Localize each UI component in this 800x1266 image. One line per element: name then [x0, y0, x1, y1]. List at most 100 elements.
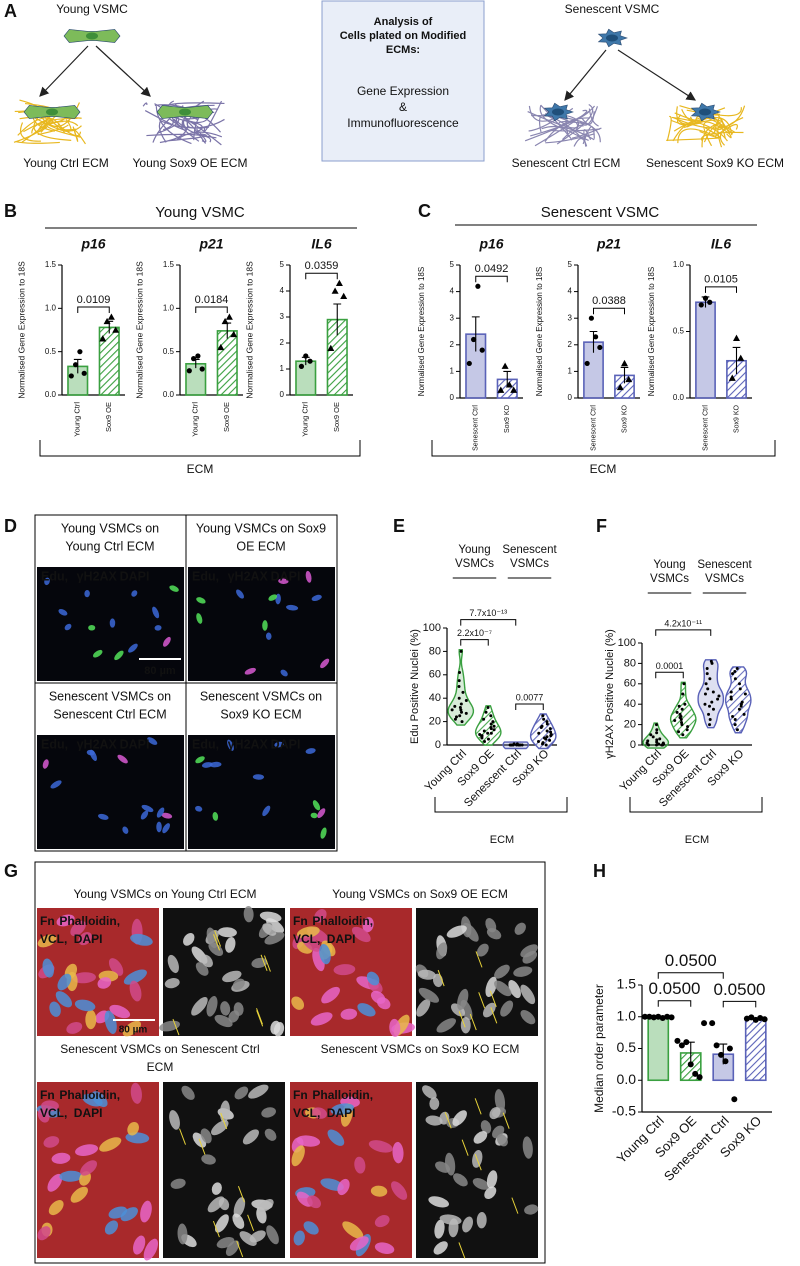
cell-stain	[42, 759, 49, 769]
data-point	[680, 723, 684, 727]
panel-letter: F	[596, 516, 607, 536]
y-tick-label: 20	[624, 719, 636, 731]
data-point	[733, 670, 737, 674]
data-point	[331, 287, 339, 294]
cell-stain	[482, 1002, 496, 1018]
cell-stain	[270, 1020, 281, 1035]
cell-stain	[201, 1154, 216, 1165]
cell-stain	[252, 774, 265, 780]
cell-stain	[293, 1230, 305, 1246]
x-tick-label: Senescent Ctrl	[473, 405, 480, 451]
stain-label: Edu,	[41, 737, 68, 751]
stain-label: Phalloidin,	[59, 914, 120, 928]
data-point	[492, 724, 496, 728]
data-point	[492, 728, 496, 732]
cell-stain	[47, 1173, 63, 1192]
significance-bracket	[515, 703, 544, 710]
image-label: Senescent Ctrl ECM	[53, 707, 166, 721]
cell-stain	[473, 1131, 488, 1144]
cell-stain	[212, 811, 219, 821]
data-point	[678, 1042, 685, 1049]
violin	[697, 659, 725, 729]
data-point	[655, 728, 659, 732]
x-tick-label: Young Ctrl	[614, 1113, 667, 1166]
data-point	[679, 718, 683, 721]
data-point	[733, 677, 737, 681]
cell-stain	[305, 748, 316, 754]
data-point	[77, 349, 83, 355]
cell-stain	[140, 1200, 152, 1223]
micrograph	[37, 735, 184, 849]
cell-stain	[123, 969, 147, 985]
cell-stain	[141, 804, 154, 813]
significance-bracket	[77, 306, 110, 313]
group-label: Senescent	[502, 544, 557, 556]
orientation-line	[198, 1138, 206, 1155]
cell-stain	[82, 1093, 103, 1107]
y-tick-label: 0.5	[673, 327, 685, 336]
ecm-fiber	[686, 116, 733, 136]
data-point	[107, 313, 115, 320]
cell-stain	[181, 1085, 195, 1100]
cell-stain	[196, 613, 203, 624]
data-point	[729, 697, 733, 701]
cell-stain	[321, 986, 340, 1004]
cell-stain	[303, 1221, 319, 1235]
data-point	[703, 702, 707, 706]
cell-stain	[258, 1199, 274, 1212]
data-point	[616, 383, 624, 391]
panel-letter: G	[4, 861, 18, 881]
box-title: Cells plated on Modified	[340, 30, 467, 42]
data-point	[647, 743, 651, 747]
data-point	[453, 704, 457, 708]
significance-bracket	[195, 306, 228, 313]
data-point	[742, 712, 746, 716]
data-point	[683, 702, 687, 706]
orientation-line	[220, 1112, 228, 1130]
y-tick-label: 0.5	[45, 347, 57, 356]
x-tick-label: Senescent Ctrl	[590, 405, 597, 451]
cell-stain	[50, 780, 62, 789]
data-point	[743, 692, 747, 696]
cell-stain	[480, 1120, 492, 1134]
y-tick-label: 3	[280, 312, 285, 321]
cell-stain	[508, 980, 521, 999]
data-point	[707, 299, 713, 305]
cell-stain	[133, 1235, 146, 1255]
cell-stain	[302, 935, 321, 952]
data-point	[450, 708, 454, 712]
cell-stain	[217, 927, 237, 938]
cell-stain	[242, 1129, 259, 1145]
cell-stain	[280, 669, 288, 677]
cell-nucleus	[46, 108, 58, 116]
ecm-fiber	[538, 114, 554, 133]
cell-stain	[167, 954, 179, 974]
chart-title: p16	[478, 236, 503, 252]
cell-stain	[496, 1134, 508, 1147]
data-point	[489, 727, 493, 731]
chart-title: IL6	[711, 236, 731, 252]
cell-stain	[342, 1221, 364, 1239]
y-axis-label: Normalised Gene Expression to 18S	[134, 261, 144, 399]
cell-stain	[233, 1197, 246, 1218]
data-point	[112, 326, 120, 333]
stain-label: Fn	[293, 914, 308, 928]
stain-label: Edu,	[192, 569, 219, 583]
y-tick-label: 1.0	[673, 260, 685, 269]
ecm-fiber	[545, 133, 595, 144]
data-point	[731, 1096, 738, 1103]
data-point	[505, 381, 513, 388]
cell-stain	[57, 973, 72, 991]
data-point	[466, 360, 472, 367]
cell-stain	[122, 826, 129, 834]
cell-stain	[337, 1178, 350, 1196]
data-point	[186, 368, 192, 374]
y-axis-label: γH2AX Positive Nuclei (%)	[604, 629, 616, 759]
y-tick-label: 3	[568, 313, 573, 322]
image-label: OE ECM	[236, 539, 285, 553]
bar	[744, 1017, 767, 1082]
ecm-fiber	[169, 118, 185, 128]
orientation-line	[478, 992, 486, 1009]
y-tick-label: 1.0	[617, 1007, 637, 1023]
cell-stain	[164, 978, 180, 989]
